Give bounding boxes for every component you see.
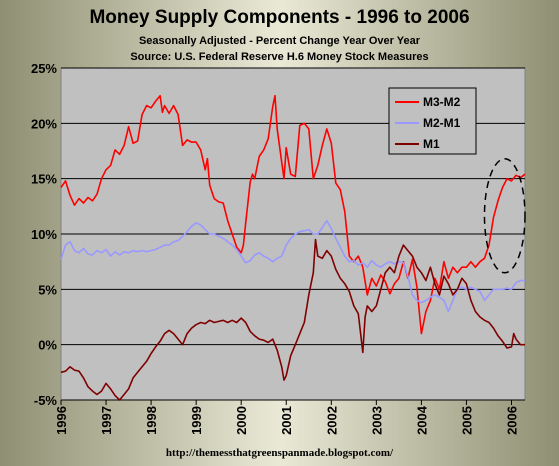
x-tick-label: 2006 — [504, 406, 519, 435]
x-tick-label: 1999 — [189, 406, 204, 435]
y-tick-label: -5% — [34, 393, 58, 408]
y-tick-label: 20% — [31, 116, 57, 131]
y-tick-label: 0% — [38, 338, 57, 353]
annotation — [483, 157, 526, 274]
series-lines — [60, 94, 526, 401]
chart-subtitle-2: Source: U.S. Federal Reserve H.6 Money S… — [130, 51, 429, 63]
y-tick-label: 10% — [31, 227, 57, 242]
y-tick-label: 15% — [31, 172, 57, 187]
x-tick-label: 2005 — [459, 406, 474, 435]
y-tick-label: 25% — [31, 61, 57, 76]
legend: M3-M2 M2-M1 M1 — [388, 87, 477, 155]
chart-subtitle-1: Seasonally Adjusted - Percent Change Yea… — [138, 35, 421, 47]
legend-label: M3-M2 — [423, 95, 461, 109]
x-tick-label: 2002 — [324, 406, 339, 435]
series-line-m2-m1 — [60, 219, 525, 313]
source-url: http://themessthatgreenspanmade.blogspot… — [165, 447, 394, 459]
x-tick-label: 1996 — [54, 406, 69, 435]
x-tick-label: 2000 — [234, 406, 249, 435]
series-line-m1 — [60, 238, 525, 401]
y-axis: 25% 20% 15% 10% 5% 0% -5% — [31, 61, 57, 408]
x-tick-label: 1997 — [99, 406, 114, 435]
x-tick-label: 2001 — [279, 406, 294, 435]
x-axis: 1996 1997 1998 1999 2000 2001 2002 2003 2004 2005… — [54, 400, 519, 435]
annotation-ellipse — [483, 157, 526, 274]
legend-label: M2-M1 — [423, 116, 461, 130]
series-line-m3-m2 — [60, 94, 526, 335]
x-tick-label: 1998 — [144, 406, 159, 435]
chart-title: Money Supply Components - 1996 to 2006 — [89, 7, 470, 28]
legend-label: M1 — [423, 137, 440, 151]
x-tick-label: 2003 — [369, 406, 384, 435]
y-tick-label: 5% — [38, 282, 57, 297]
x-tick-label: 2004 — [414, 405, 429, 435]
